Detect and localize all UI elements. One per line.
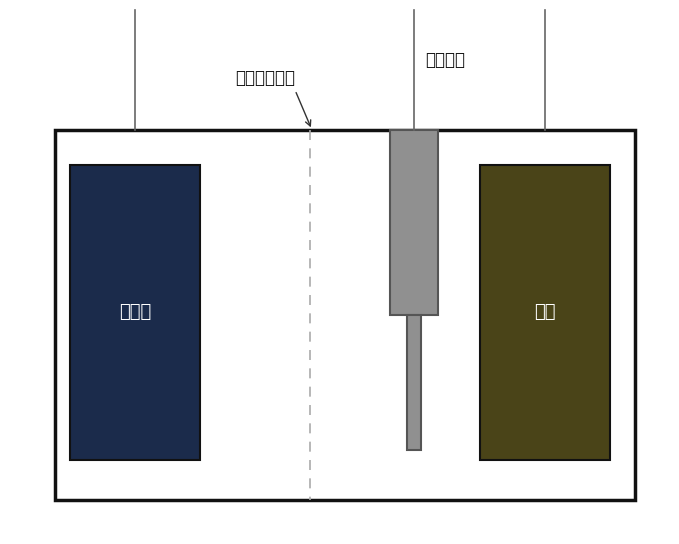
Text: 기준전극: 기준전극 — [425, 51, 465, 69]
Bar — [390, 130, 438, 315]
Text: 음이온교환막: 음이온교환막 — [235, 69, 295, 87]
Bar — [70, 165, 200, 460]
Text: 매트: 매트 — [534, 304, 555, 322]
Bar — [480, 165, 610, 460]
Bar — [407, 315, 421, 450]
Text: 대전극: 대전극 — [119, 304, 151, 322]
Bar — [55, 130, 635, 500]
